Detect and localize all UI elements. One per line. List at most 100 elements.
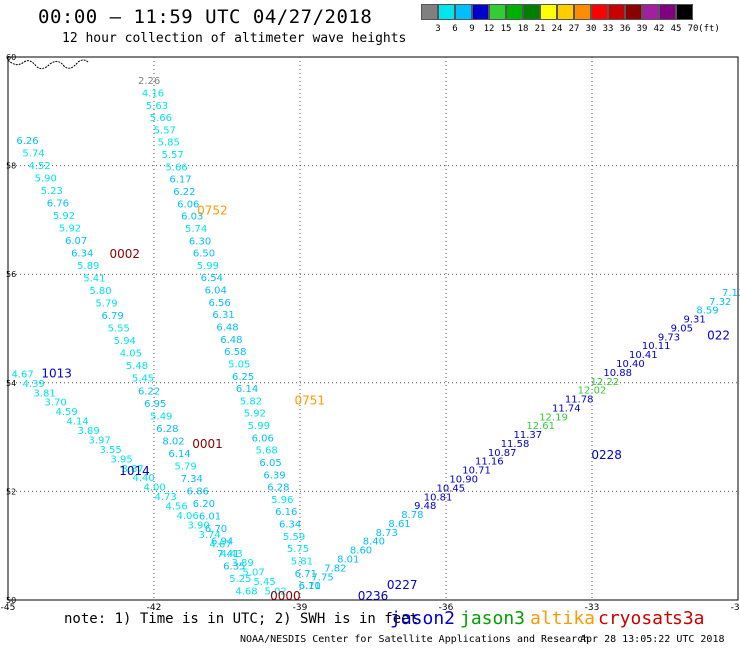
pass-time-label: 0000 [270, 589, 301, 603]
wave-height-value: 6.22 [173, 187, 195, 198]
wave-height-value: 6.71 [299, 581, 321, 592]
wave-height-value: 3.90 [188, 520, 210, 531]
wave-height-value: 10.71 [462, 466, 491, 477]
wave-height-value: 6.34 [71, 249, 93, 260]
wave-height-value: 10.45 [437, 483, 466, 494]
legend-label: 42 [653, 24, 665, 34]
wave-height-value: 6.26 [16, 136, 38, 147]
wave-height-value: 4.39 [22, 379, 44, 390]
y-tick-label: 50 [6, 596, 16, 605]
page-subtitle: 12 hour collection of altimeter wave hei… [62, 31, 407, 46]
pass-time-label: 0236 [358, 589, 389, 603]
wave-height-value: 3.55 [99, 445, 121, 456]
legend-label: 9 [469, 24, 475, 34]
wave-height-value: 5.89 [77, 261, 99, 272]
wave-height-value: 11.16 [475, 457, 504, 468]
wave-height-value: 5.81 [291, 557, 313, 568]
wave-height-value: 9.31 [684, 315, 706, 326]
wave-height-value: 8.59 [696, 306, 718, 317]
wave-height-value: 6.34 [279, 520, 301, 531]
legend-swatch [455, 4, 472, 20]
wave-height-value: 8.73 [376, 528, 398, 539]
wave-height-value: 5.66 [165, 162, 187, 173]
pass-time-label: 0228 [591, 448, 622, 462]
wave-height-value: 5.92 [53, 211, 75, 222]
legend-label: 36 [619, 24, 631, 34]
wave-height-value: 3.89 [232, 558, 254, 569]
legend-unit: (ft) [698, 24, 720, 34]
wave-height-value: 7.32 [709, 297, 731, 308]
wave-height-value: 5.90 [35, 173, 57, 184]
legend-swatch [489, 4, 506, 20]
wave-height-value: 5.92 [244, 409, 266, 420]
satellite-label-cryosat: cryosat [598, 608, 674, 629]
wave-height-value: 4.14 [66, 417, 88, 428]
wave-height-value: 5.75 [287, 544, 309, 555]
wave-height-value: 11.74 [552, 403, 581, 414]
wave-height-value: 5.55 [108, 324, 130, 335]
pass-time-label: 0002 [110, 247, 141, 261]
legend-swatch [625, 4, 642, 20]
wave-height-value: 5.07 [243, 568, 265, 579]
wave-height-value: 5.02 [265, 587, 287, 598]
legend-label: 39 [636, 24, 648, 34]
x-tick-label: -39 [293, 603, 308, 613]
legend-swatch [523, 4, 540, 20]
satellite-label-jason3: jason3 [460, 608, 526, 629]
wave-height-value: 10.90 [449, 475, 478, 486]
wave-height-value: 3.81 [33, 388, 55, 399]
wave-height-value: 6.39 [263, 470, 285, 481]
wave-height-value: 5.48 [126, 361, 148, 372]
wave-height-value: 11.37 [514, 430, 543, 441]
wave-height-value: 6.17 [169, 175, 191, 186]
wave-height-value: 9.05 [671, 323, 693, 334]
legend-label: 45 [670, 24, 682, 34]
wave-height-value: 11.78 [565, 395, 594, 406]
pass-time-label: 1014 [119, 464, 150, 478]
coastline [7, 59, 89, 70]
wave-height-value: 8.02 [162, 436, 184, 447]
wave-height-value: 6.06 [177, 199, 199, 210]
wave-height-value: 6.16 [275, 507, 297, 518]
wave-height-value: 8.40 [363, 537, 385, 548]
legend-swatch [676, 4, 693, 20]
wave-height-value: 4.05 [120, 349, 142, 360]
wave-height-value: 10.41 [629, 350, 658, 361]
pass-time-label: 1013 [41, 366, 72, 380]
legend-swatch [540, 4, 557, 20]
credit-line: NOAA/NESDIS Center for Satellite Applica… [240, 634, 590, 645]
wave-height-value: 5.63 [146, 101, 168, 112]
wave-height-value: 4.59 [55, 407, 77, 418]
satellite-label-altika: altika [530, 608, 596, 629]
wave-height-value: 5.82 [240, 396, 262, 407]
wave-height-value: 6.48 [220, 335, 242, 346]
wave-height-value: 6.86 [187, 486, 209, 497]
legend-label: 12 [483, 24, 495, 34]
wave-height-value: 10.87 [488, 448, 517, 459]
wave-height-value: 12.19 [539, 412, 568, 423]
pass-time-label: 0001 [192, 437, 223, 451]
legend-swatch [438, 4, 455, 20]
wave-height-value: 6.54 [201, 273, 223, 284]
wave-height-value: 5.25 [229, 574, 251, 585]
wave-height-value: 4.43 [221, 549, 243, 560]
wave-height-value: 6.94 [211, 536, 233, 547]
wave-height-value: 6.22 [138, 386, 160, 397]
wave-height-value: 5.66 [150, 113, 172, 124]
y-tick-label: 54 [6, 379, 16, 388]
wave-height-value: 8.61 [388, 519, 410, 530]
wave-height-value: 5.79 [95, 299, 117, 310]
wave-height-value: 12.61 [526, 421, 555, 432]
wave-height-value: 6.25 [232, 372, 254, 383]
wave-height-value: 7.13 [722, 288, 740, 299]
legend-label: 33 [602, 24, 614, 34]
wave-height-value: 5.85 [158, 138, 180, 149]
legend-label: 15 [500, 24, 512, 34]
wave-height-value: 6.14 [236, 384, 258, 395]
wave-height-value: 5.23 [41, 186, 63, 197]
wave-height-value: 6.28 [156, 424, 178, 435]
satellite-label-jason2: jason2 [390, 608, 456, 629]
wave-height-value: 7.75 [311, 572, 333, 583]
pass-time-label: 022 [707, 328, 730, 342]
wave-height-value: 6.30 [189, 236, 211, 247]
